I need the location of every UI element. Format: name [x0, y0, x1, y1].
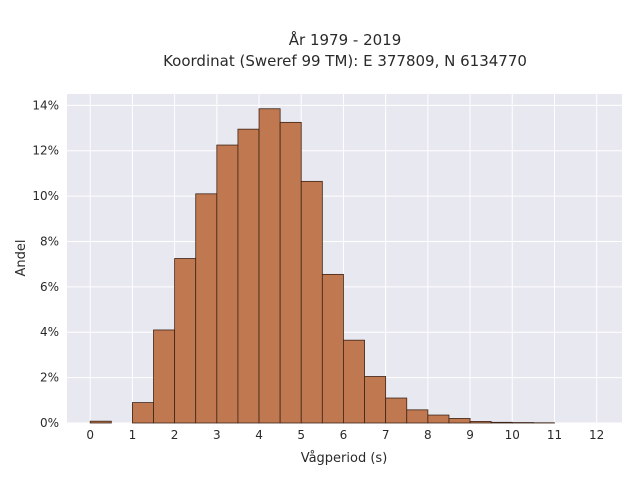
histogram-bar — [490, 421, 513, 424]
chart-title-line-1: År 1979 - 2019 — [289, 30, 402, 49]
histogram-bar — [406, 409, 429, 424]
y-axis-ticks: 0% 2% 4% 6% 8% 10% 12% 14% — [32, 98, 59, 430]
x-tick-label: 4 — [255, 428, 263, 442]
histogram-bar — [469, 421, 492, 424]
x-tick-label: 1 — [129, 428, 137, 442]
histogram-bar — [385, 397, 408, 424]
y-tick-label: 8% — [40, 234, 59, 248]
histogram-bar — [321, 273, 344, 424]
histogram-bar — [364, 376, 387, 424]
histogram-bar — [174, 258, 197, 424]
histogram-bar — [427, 414, 450, 424]
y-tick-label: 14% — [32, 98, 59, 112]
histogram-bar — [448, 418, 471, 424]
histogram-bar — [195, 193, 218, 424]
y-tick-label: 0% — [40, 416, 59, 430]
x-tick-label: 5 — [297, 428, 305, 442]
x-tick-label: 0 — [86, 428, 94, 442]
histogram-bar — [132, 402, 154, 424]
histogram-bar — [343, 339, 365, 424]
x-tick-label: 3 — [213, 428, 221, 442]
x-tick-label: 7 — [382, 428, 390, 442]
chart-title-line-2: Koordinat (Sweref 99 TM): E 377809, N 61… — [163, 52, 527, 70]
x-axis-ticks: 0 1 2 3 4 5 6 7 8 9 10 11 12 — [86, 428, 604, 442]
histogram-bar — [153, 329, 176, 424]
y-tick-label: 2% — [40, 371, 59, 385]
y-tick-label: 10% — [32, 189, 59, 203]
histogram-bar — [237, 128, 260, 424]
x-tick-label: 10 — [505, 428, 520, 442]
histogram-bar — [279, 121, 302, 424]
histogram-bar — [258, 108, 281, 424]
y-tick-label: 12% — [32, 144, 59, 158]
x-axis-label: Vågperiod (s) — [301, 451, 388, 466]
y-tick-label: 4% — [40, 325, 59, 339]
y-tick-label: 6% — [40, 280, 59, 294]
histogram-bar — [300, 180, 323, 424]
histogram-bar — [216, 144, 239, 424]
bars — [89, 108, 555, 424]
x-tick-label: 2 — [171, 428, 179, 442]
x-tick-label: 8 — [424, 428, 432, 442]
x-tick-label: 6 — [340, 428, 348, 442]
y-axis-label: Andel — [14, 240, 29, 277]
x-tick-label: 9 — [466, 428, 474, 442]
histogram-bar — [89, 420, 112, 424]
x-tick-label: 11 — [547, 428, 562, 442]
x-tick-label: 12 — [589, 428, 604, 442]
